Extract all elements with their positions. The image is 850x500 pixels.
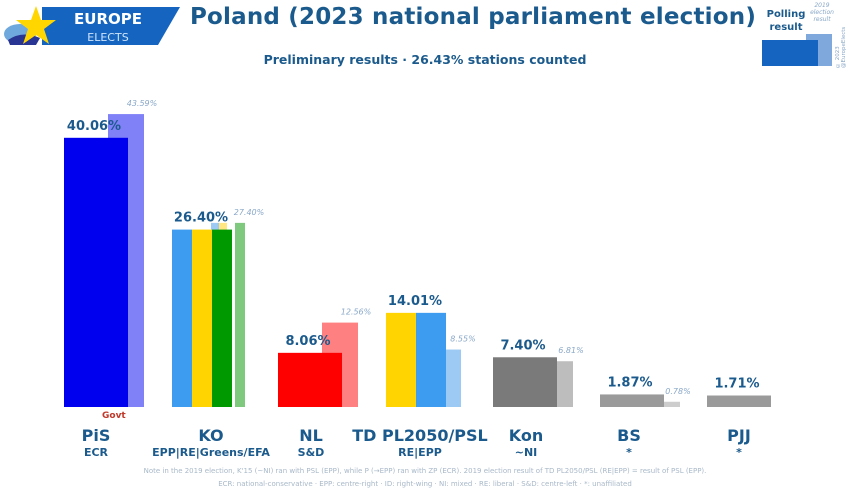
- value-label-2023-pjj: 1.71%: [714, 377, 759, 392]
- bar-2023-pis: [64, 137, 128, 407]
- party-name-bs: BS: [617, 426, 641, 445]
- legend-previous-line3: result: [813, 16, 831, 23]
- legend-polling-swatch: [762, 40, 818, 66]
- value-label-2023-td-pl2050-psl: 14.01%: [388, 294, 442, 309]
- party-group-ko: EPP|RE|Greens/EFA: [152, 446, 270, 459]
- party-name-nl: NL: [299, 426, 323, 445]
- value-label-2019-td-pl2050-psl: 8.55%: [450, 335, 475, 344]
- party-group-pis: ECR: [83, 446, 109, 459]
- party-name-ko: KO: [198, 426, 224, 445]
- bar-2023-bs: [600, 394, 664, 407]
- value-label-2019-nl: 12.56%: [341, 308, 372, 317]
- party-name-pjj: PJJ: [727, 426, 751, 445]
- value-label-2019-pis: 43.59%: [127, 99, 158, 108]
- bar-2023-pjj: [707, 395, 771, 407]
- legend-previous-line2: election: [810, 9, 834, 16]
- bar-2023-nl: [278, 352, 342, 407]
- value-label-2023-kon: 7.40%: [500, 338, 545, 353]
- party-group-td-pl2050-psl: RE|EPP: [398, 446, 442, 459]
- star-icon: [16, 6, 56, 44]
- party-group-pjj: *: [736, 446, 742, 459]
- party-group-bs: *: [626, 446, 632, 459]
- logo-banner: [42, 7, 180, 45]
- value-label-2023-bs: 1.87%: [607, 375, 652, 390]
- legend-polling-label: Polling result: [761, 8, 811, 34]
- logo-line2: ELECTS: [87, 31, 128, 44]
- party-group-nl: S&D: [297, 446, 325, 459]
- value-label-2019-bs: 0.78%: [665, 387, 690, 396]
- bar-2023-kon: [493, 357, 557, 407]
- party-name-pis: PiS: [81, 426, 111, 445]
- footnote-line2: ECR: national-conservative · EPP: centre…: [218, 480, 632, 488]
- party-name-td-pl2050-psl: TD PL2050/PSL: [352, 426, 488, 445]
- party-group-kon: ~NI: [514, 446, 538, 459]
- party-name-kon: Kon: [508, 426, 544, 445]
- value-label-2019-kon: 6.81%: [558, 346, 583, 355]
- value-label-2023-nl: 8.06%: [285, 334, 330, 349]
- bar-2023-ko-seg-0: [172, 229, 192, 407]
- chart-subtitle: Preliminary results · 26.43% stations co…: [263, 52, 587, 67]
- value-label-2023-ko: 26.40%: [174, 211, 228, 226]
- bar-2019-ko-seg-2: [235, 222, 245, 407]
- footnote-line1: Note in the 2019 election, K'15 (~NI) ra…: [143, 467, 707, 475]
- legend-previous-label: 2019 election result: [807, 2, 837, 23]
- logo-line1: EUROPE: [74, 10, 142, 28]
- bar-2023-ko-seg-1: [192, 229, 212, 407]
- govt-annotation: Govt: [102, 411, 126, 421]
- legend: Polling result 2019 election result © 20…: [755, 0, 850, 75]
- bar-2023-td-pl2050-psl-seg-1: [416, 312, 446, 407]
- bar-2023-td-pl2050-psl-seg-0: [386, 312, 416, 407]
- legend-previous-line1: 2019: [814, 2, 830, 9]
- legend-polling-line1: Polling: [766, 9, 806, 20]
- bar-2023-ko-seg-2: [212, 229, 232, 407]
- europe-elects-logo: EUROPE ELECTS: [4, 6, 180, 45]
- value-label-2023-pis: 40.06%: [67, 119, 121, 134]
- legend-polling-line2: result: [769, 22, 803, 33]
- value-label-2019-ko: 27.40%: [234, 208, 265, 217]
